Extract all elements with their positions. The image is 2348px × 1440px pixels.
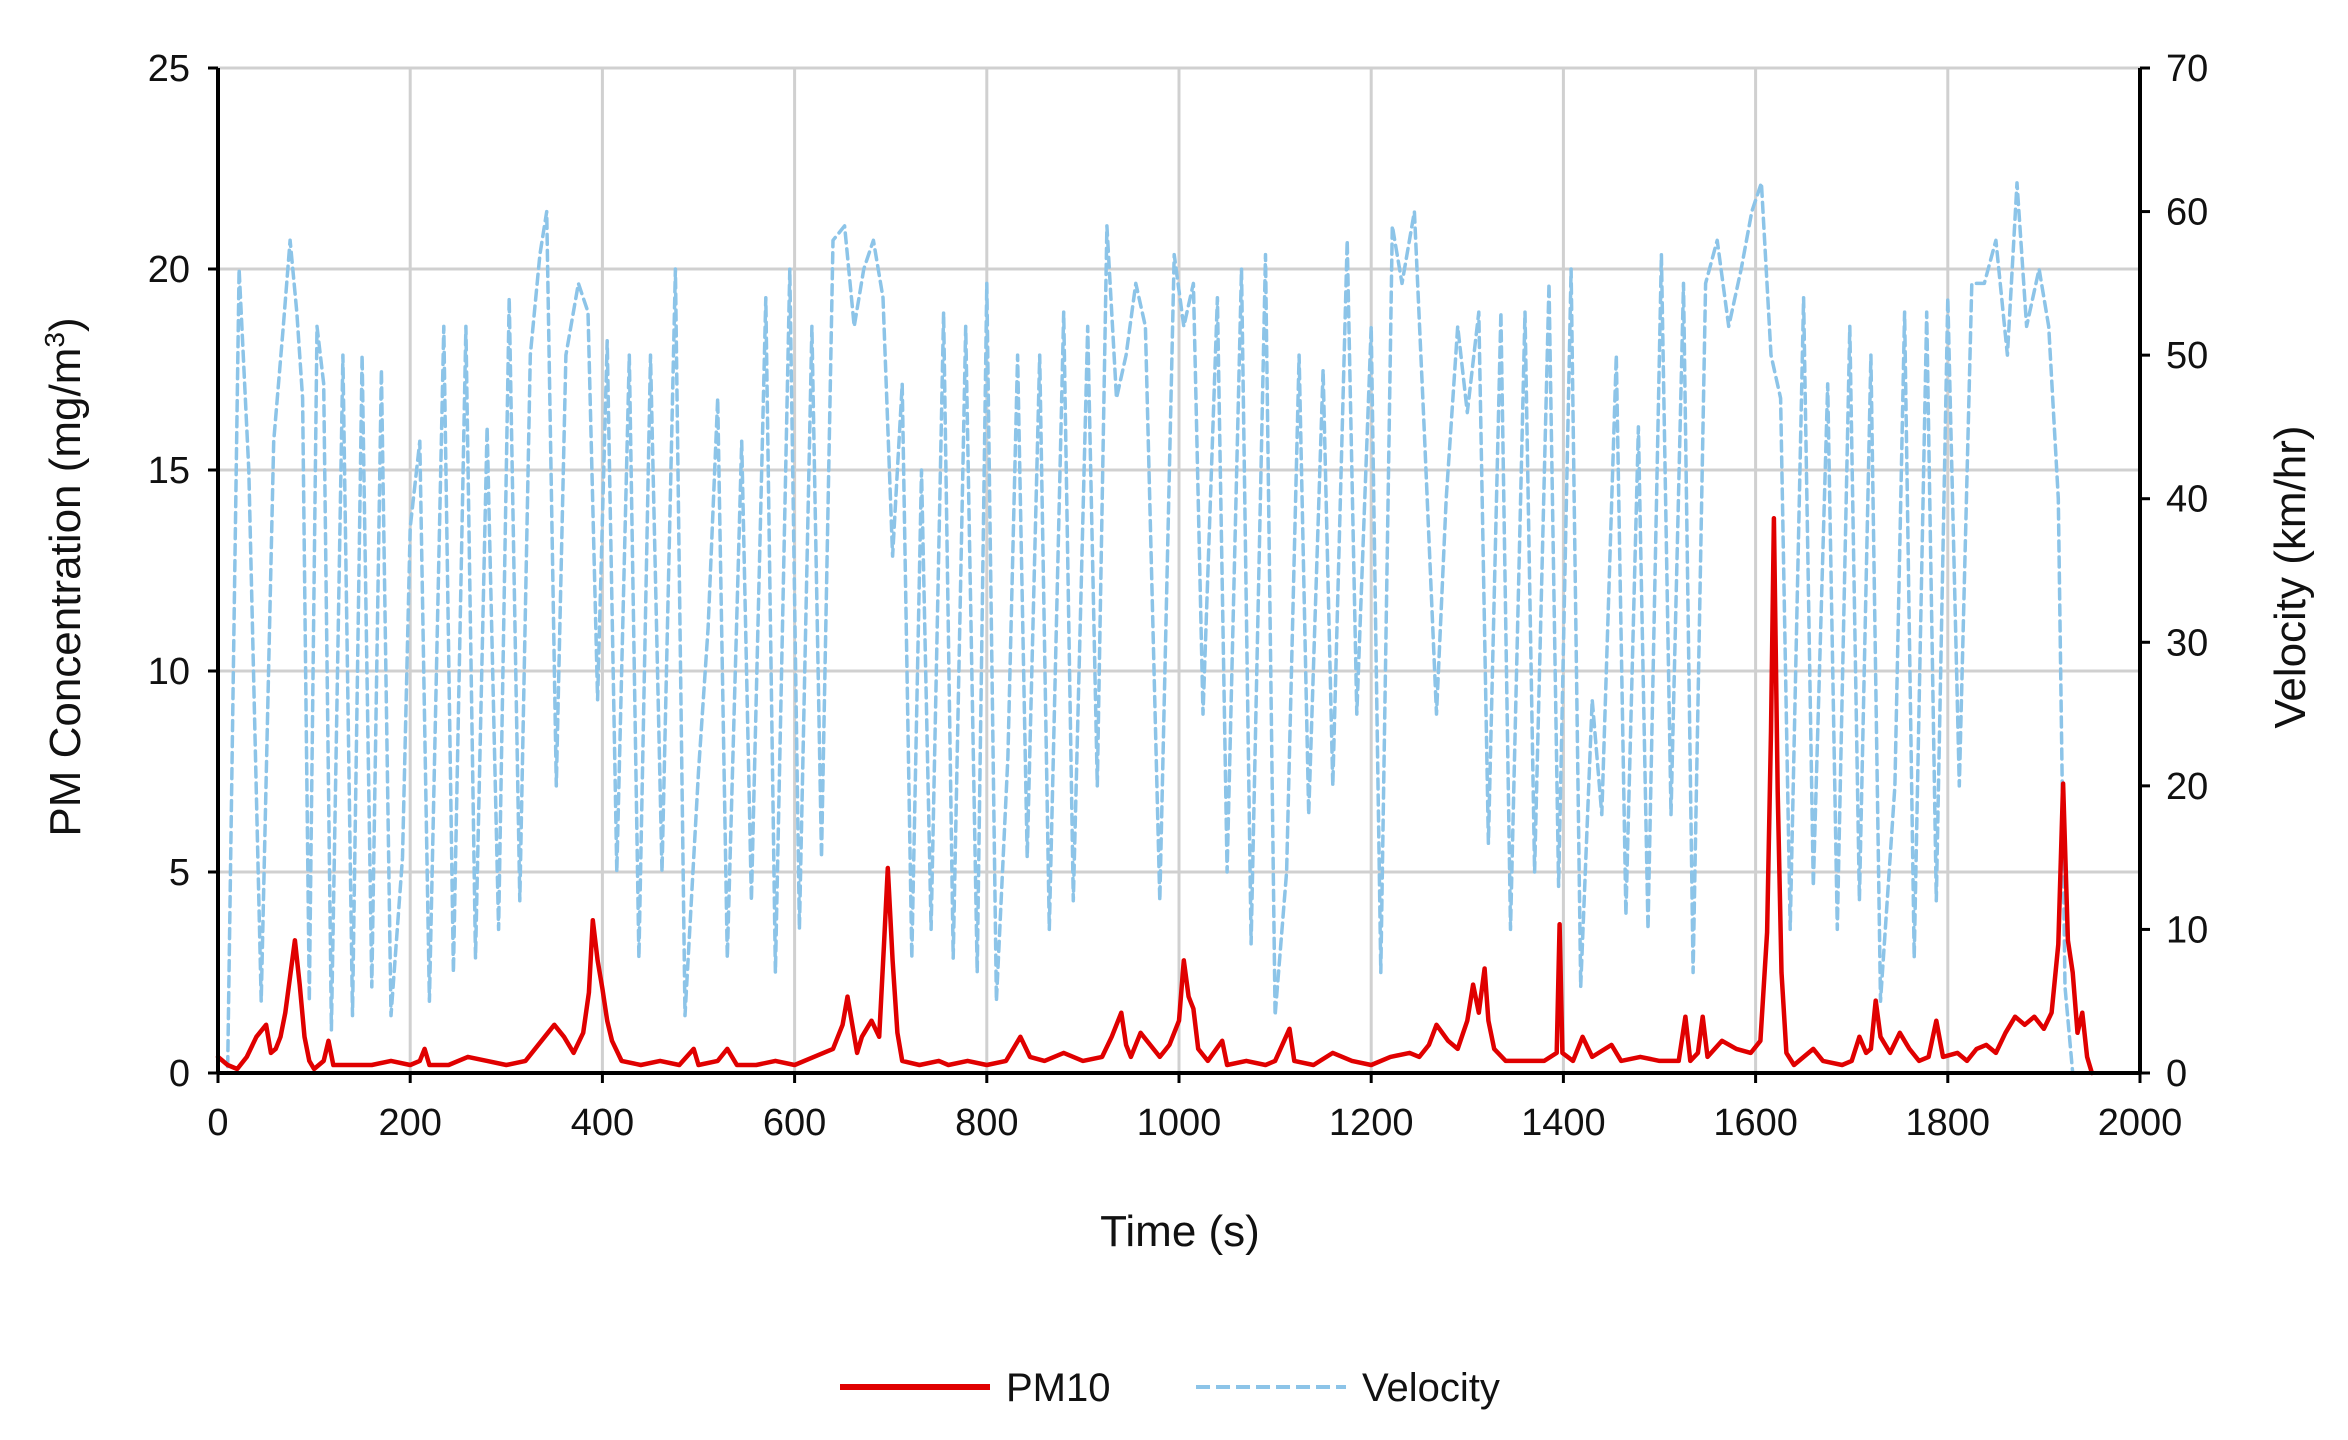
x-tick-label: 1600 — [1713, 1102, 1798, 1144]
x-tick-label: 800 — [955, 1102, 1018, 1144]
x-tick-label: 1000 — [1137, 1102, 1222, 1144]
x-tick-labels: 0 200 400 600 800 1000 1200 1400 1600 1800 2000 — [207, 1102, 2182, 1144]
x-tick-label: 200 — [378, 1102, 441, 1144]
right-y-tick-label: 60 — [2166, 192, 2208, 234]
right-y-tick-label: 0 — [2166, 1053, 2187, 1095]
x-tick-label: 400 — [571, 1102, 634, 1144]
x-tick-label: 0 — [207, 1102, 228, 1144]
left-y-tick-label: 25 — [148, 48, 190, 90]
right-y-axis-title: Velocity (km/hr) — [2266, 425, 2315, 728]
right-y-tick-label: 20 — [2166, 766, 2208, 808]
right-y-tick-label: 70 — [2166, 48, 2208, 90]
x-tick-label: 1200 — [1329, 1102, 1414, 1144]
x-tick-label: 600 — [763, 1102, 826, 1144]
right-y-tick-label: 40 — [2166, 479, 2208, 521]
velocity-line — [216, 181, 2089, 1075]
pm10-line — [215, 515, 2095, 1076]
velocity-series — [216, 181, 2089, 1075]
left-y-tick-label: 20 — [148, 249, 190, 291]
left-y-axis-title-main: PM Concentration (mg/m — [41, 348, 90, 837]
right-y-tick-label: 10 — [2166, 909, 2208, 951]
axes — [208, 66, 2150, 1083]
left-y-tick-label: 0 — [169, 1053, 190, 1095]
left-y-axis-title: PM Concentration (mg/m3) — [39, 317, 90, 836]
right-y-tick-label: 50 — [2166, 335, 2208, 377]
legend-velocity-label: Velocity — [1362, 1366, 1500, 1410]
right-y-tick-labels: 0 10 20 30 40 50 60 70 — [2166, 48, 2208, 1095]
x-tick-label: 2000 — [2098, 1102, 2183, 1144]
left-y-axis-title-sup: 3 — [39, 332, 70, 348]
legend: PM10 Velocity — [840, 1366, 1500, 1410]
x-axis-title: Time (s) — [1100, 1207, 1260, 1256]
left-y-tick-labels: 0 5 10 15 20 25 — [148, 48, 190, 1095]
pm10-series — [215, 515, 2095, 1076]
left-y-axis-title-close: ) — [41, 317, 90, 332]
legend-pm10-label: PM10 — [1006, 1366, 1111, 1410]
left-y-tick-label: 10 — [148, 651, 190, 693]
x-tick-label: 1400 — [1521, 1102, 1606, 1144]
right-y-tick-label: 30 — [2166, 622, 2208, 664]
x-tick-label: 1800 — [1906, 1102, 1991, 1144]
left-y-tick-label: 15 — [148, 450, 190, 492]
left-y-tick-label: 5 — [169, 852, 190, 894]
